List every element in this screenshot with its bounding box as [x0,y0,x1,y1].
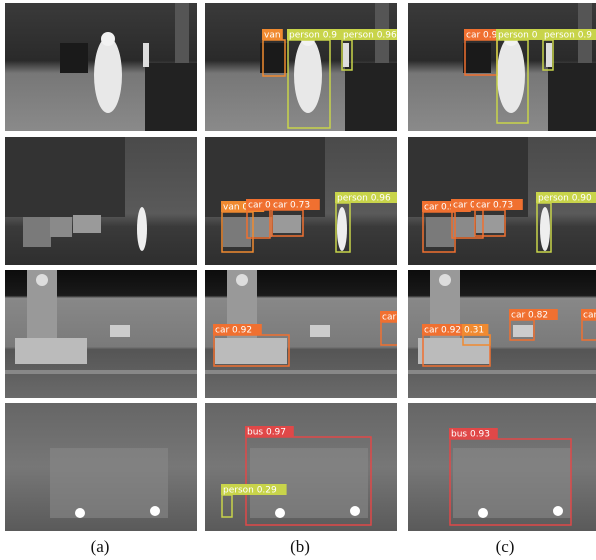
detection-label: car 0.82 [511,311,548,321]
wall [145,63,197,131]
detection-label: person 0.29 [223,486,277,496]
person [294,37,322,113]
clock [236,274,248,286]
vehicle [260,43,288,73]
car [50,217,72,237]
person-far [546,43,552,67]
clock [439,274,451,286]
railing [5,370,197,374]
car [418,338,490,364]
detection-label: person 0.90 [538,194,592,204]
image-panel [5,403,197,531]
detection-label: car 0.92 [215,326,252,336]
car [476,215,504,233]
car [273,215,301,233]
light [350,506,360,516]
detection-label: car [382,313,396,323]
detection-label: person 0.9 [544,31,592,41]
light [553,506,563,516]
caption: (a) [91,537,110,556]
railing [205,370,397,374]
detection-label: car [583,311,596,321]
truck [453,448,571,518]
building [5,137,125,217]
detection-label: person 0.96 [337,194,391,204]
vehicle [60,43,88,73]
car [310,325,330,337]
detection-label: person 0 [498,31,538,41]
car [23,217,51,247]
detection-label: bus 0.93 [451,430,490,440]
person [137,207,147,251]
wall [345,63,397,131]
car [426,217,454,247]
light [478,508,488,518]
head [101,32,115,46]
image-panel [5,3,197,131]
person-far [143,43,149,67]
car [15,338,87,364]
railing [408,370,596,374]
person [540,207,550,251]
caption: (c) [496,537,515,556]
wall [548,63,596,131]
vehicle [463,43,491,73]
detection-label: person 0.9 [289,31,337,41]
car [215,338,287,364]
person [497,37,525,113]
person [337,207,347,251]
caption: (b) [290,537,310,556]
figure: vanperson 0.9person 0.96car 0.90person 0… [0,0,596,560]
detection-label: car 0.92 [424,326,461,336]
car [513,325,533,337]
detection-label: car 0.73 [476,201,513,211]
detection-label: person 0.96 [343,31,397,41]
image-panel: van person 0.9 person 0.96 [205,3,407,131]
car [453,217,475,237]
detection-label: car 0.73 [273,201,310,211]
image-panel: van 0.8car 0.83car 0.73person 0.96 [205,137,401,265]
truck [250,448,368,518]
person-far [343,43,349,67]
detection-label: 0.31 [464,326,484,336]
light [275,508,285,518]
detection-label: van [264,31,281,41]
car [73,215,101,233]
light [75,508,85,518]
truck [50,448,168,518]
detection-label: bus 0.97 [247,428,286,438]
image-panel [5,137,197,265]
light [150,506,160,516]
image-panel: bus 0.97 person 0.29 [205,403,397,531]
clock [36,274,48,286]
person [94,37,122,113]
image-panel [5,270,197,398]
image-panel: bus 0.93 [408,403,596,531]
image-panel: car 0.92 car [205,270,401,398]
car [110,325,130,337]
